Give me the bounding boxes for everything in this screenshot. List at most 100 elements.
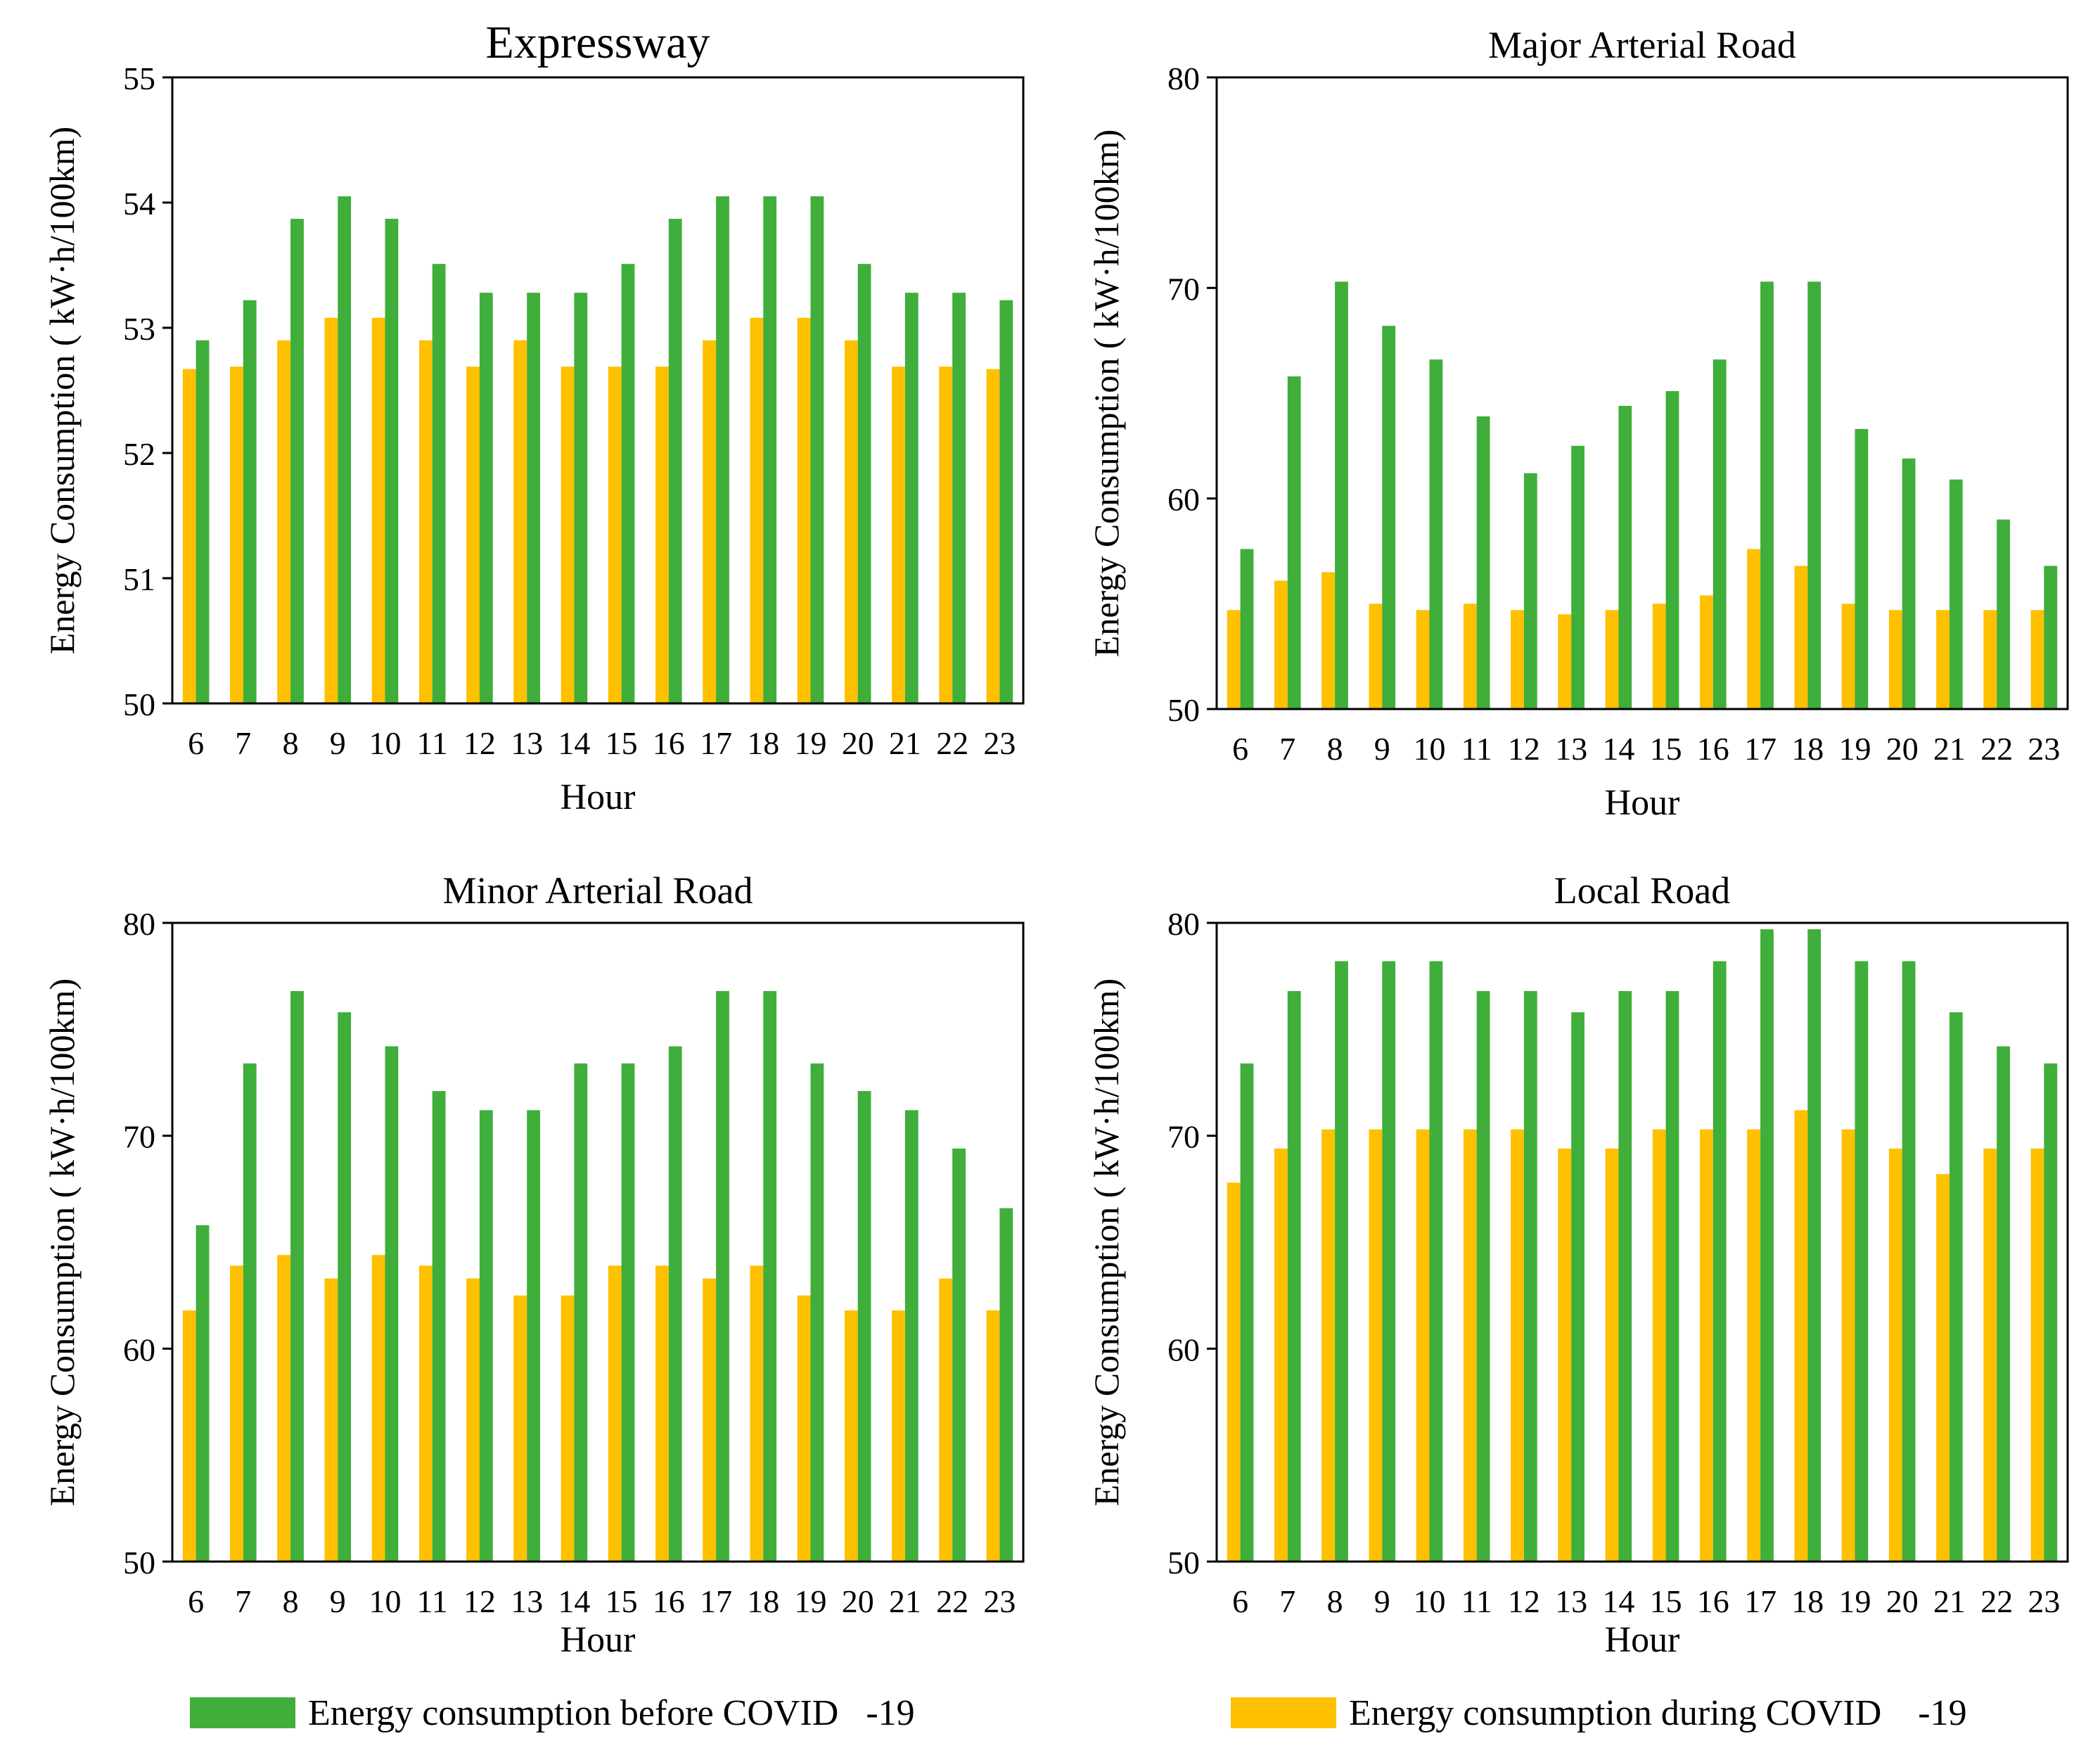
bar-during-17 — [1747, 1129, 1760, 1562]
x-tick-label: 23 — [2028, 1583, 2060, 1619]
bar-during-11 — [418, 340, 433, 703]
bar-during-9 — [324, 317, 338, 703]
bar-before-9 — [338, 1012, 352, 1562]
bar-before-20 — [1902, 458, 1916, 709]
legend-before-label: Energy consumption before COVID -19 — [308, 1692, 915, 1733]
legend-during: Energy consumption during COVID -19 — [1231, 1688, 1967, 1737]
bar-before-15 — [621, 264, 635, 703]
x-axis-label: Hour — [1605, 1620, 1680, 1660]
x-tick-label: 23 — [983, 725, 1016, 761]
x-tick-label: 18 — [1791, 731, 1824, 767]
x-tick-label: 7 — [1279, 1583, 1295, 1619]
bar-during-22 — [1983, 610, 1997, 709]
bar-before-7 — [243, 300, 257, 703]
legend-during-swatch — [1231, 1697, 1336, 1728]
bar-during-20 — [844, 340, 858, 703]
y-tick-label: 80 — [1167, 60, 1200, 96]
bar-during-10 — [1416, 610, 1430, 709]
x-tick-label: 21 — [889, 725, 921, 761]
bar-during-13 — [1558, 1148, 1572, 1562]
x-tick-label: 11 — [1461, 731, 1492, 767]
x-tick-label: 19 — [795, 725, 827, 761]
bar-during-19 — [797, 1295, 811, 1562]
y-tick-label: 50 — [123, 1545, 155, 1581]
bar-before-19 — [810, 196, 824, 704]
x-tick-label: 15 — [1650, 731, 1682, 767]
bar-during-11 — [418, 1265, 433, 1562]
bar-during-6 — [1227, 1182, 1241, 1562]
x-tick-label: 14 — [558, 725, 590, 761]
plot-frame — [171, 921, 1025, 1563]
x-tick-label: 9 — [1374, 1583, 1390, 1619]
bar-during-7 — [1274, 1148, 1288, 1562]
bar-before-23 — [2044, 1063, 2058, 1562]
bar-during-17 — [703, 1278, 716, 1562]
bar-before-21 — [1949, 1012, 1963, 1562]
bar-during-18 — [1794, 1110, 1808, 1562]
bar-before-23 — [999, 1208, 1013, 1562]
x-axis-label: Hour — [561, 1620, 636, 1660]
bar-during-8 — [1321, 572, 1335, 709]
bar-before-19 — [810, 1063, 824, 1562]
bar-before-19 — [1855, 961, 1869, 1562]
x-tick-label: 19 — [795, 1583, 827, 1619]
x-tick-label: 12 — [1508, 731, 1540, 767]
y-axis-label: Energy Consumption ( kW·h/100km) — [42, 978, 82, 1506]
y-tick-label: 55 — [123, 60, 155, 96]
bar-before-12 — [479, 1110, 493, 1562]
x-tick-label: 15 — [606, 725, 638, 761]
bar-during-23 — [2030, 1148, 2044, 1562]
y-axis-label: Energy Consumption ( kW·h/100km) — [1087, 978, 1126, 1506]
bar-before-12 — [1523, 473, 1537, 709]
bar-during-19 — [1841, 604, 1855, 709]
x-tick-label: 10 — [369, 1583, 402, 1619]
bar-before-10 — [385, 219, 399, 704]
bar-during-13 — [1558, 614, 1572, 709]
chart-title: Expressway — [486, 17, 710, 68]
bar-before-21 — [904, 1110, 918, 1562]
bar-during-21 — [1936, 610, 1949, 709]
x-axis-label: Hour — [1605, 783, 1680, 823]
bar-during-21 — [1936, 1174, 1949, 1562]
x-tick-label: 8 — [1327, 1583, 1343, 1619]
bar-before-22 — [952, 1148, 966, 1562]
bar-during-16 — [1700, 595, 1713, 709]
x-tick-label: 23 — [2028, 731, 2060, 767]
y-tick-label: 50 — [123, 687, 155, 722]
bar-before-20 — [857, 264, 871, 703]
x-tick-label: 17 — [1744, 731, 1776, 767]
bar-during-11 — [1463, 604, 1477, 709]
bar-before-18 — [1807, 281, 1822, 709]
bar-during-9 — [1369, 604, 1383, 709]
bar-during-16 — [1700, 1129, 1713, 1562]
bar-before-14 — [1618, 406, 1632, 709]
x-tick-label: 6 — [188, 725, 204, 761]
x-tick-label: 20 — [1886, 1583, 1919, 1619]
bar-before-12 — [479, 293, 493, 703]
legend-before-swatch — [190, 1697, 295, 1728]
y-tick-label: 60 — [123, 1332, 155, 1367]
y-axis-label: Energy Consumption ( kW·h/100km) — [1087, 129, 1126, 657]
chart-panel-4: 50 60 70 80 6 7 8 9 10 11 12 13 14 15 16 17 18 19 20 21 22 23… — [1087, 869, 2069, 1660]
x-tick-label: 17 — [1744, 1583, 1776, 1619]
x-tick-label: 19 — [1839, 731, 1871, 767]
x-tick-label: 13 — [511, 1583, 543, 1619]
bar-during-13 — [513, 340, 527, 703]
bar-before-11 — [1476, 990, 1490, 1562]
x-tick-label: 12 — [1508, 1583, 1540, 1619]
x-tick-label: 20 — [1886, 731, 1919, 767]
bar-during-21 — [892, 366, 905, 703]
chart-panel-3: 50 60 70 80 6 7 8 9 10 11 12 13 14 15 16 17 18 19 20 21 22 23… — [42, 869, 1025, 1660]
y-tick-label: 50 — [1167, 1545, 1200, 1581]
bar-before-6 — [196, 1225, 210, 1562]
bar-before-10 — [385, 1046, 399, 1562]
bar-during-15 — [608, 1265, 622, 1562]
bar-before-15 — [1665, 391, 1679, 709]
plot-frame — [1215, 921, 2069, 1563]
bar-before-8 — [1335, 281, 1348, 709]
bar-during-22 — [939, 1278, 953, 1562]
bar-during-7 — [230, 366, 243, 703]
bar-before-18 — [763, 990, 777, 1562]
x-tick-label: 21 — [1933, 731, 1966, 767]
y-tick-label: 80 — [123, 906, 155, 942]
